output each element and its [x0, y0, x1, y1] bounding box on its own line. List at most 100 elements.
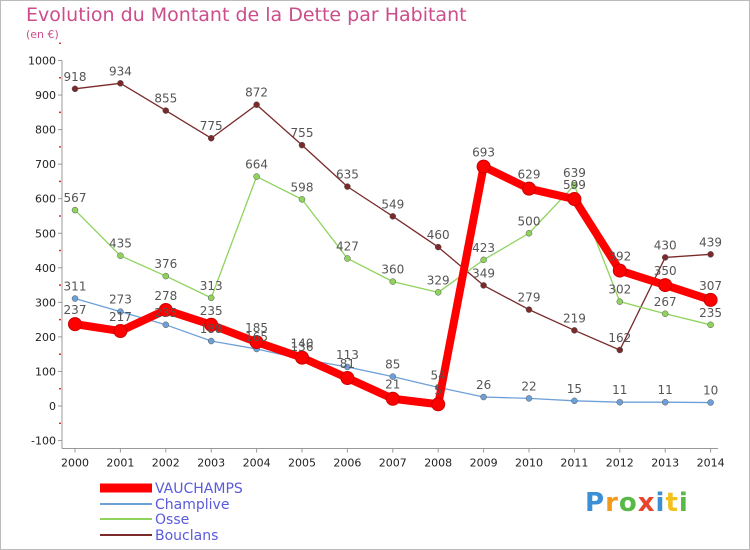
data-label: 639: [563, 166, 586, 180]
data-point: [385, 391, 400, 406]
y-minor-tick: [59, 145, 61, 148]
data-label: 11: [612, 383, 627, 397]
data-point: [571, 397, 578, 405]
data-label: 423: [472, 241, 495, 255]
data-label: 26: [476, 378, 491, 392]
data-label: 273: [109, 293, 132, 307]
data-point: [525, 230, 533, 237]
data-point: [207, 294, 215, 302]
data-point: [525, 306, 533, 313]
y-tick-label: 900: [35, 89, 56, 102]
x-tick-label: 2010: [515, 457, 543, 470]
data-point: [707, 399, 714, 406]
data-label: 872: [245, 86, 268, 100]
data-point: [207, 337, 215, 345]
data-point: [525, 395, 533, 402]
y-tick-label: 100: [35, 365, 56, 378]
data-point: [571, 327, 578, 334]
data-point: [389, 278, 397, 285]
y-tick-label: 800: [35, 124, 56, 137]
data-point: [434, 289, 442, 296]
data-point: [158, 302, 173, 317]
data-point: [117, 308, 124, 315]
data-point: [162, 107, 170, 114]
data-label: 549: [381, 197, 404, 211]
data-label: 162: [608, 331, 631, 345]
data-point: [431, 397, 446, 412]
chart-unit: (en €): [26, 28, 59, 41]
y-minor-tick: [59, 353, 61, 356]
data-point: [616, 298, 624, 305]
y-minor-tick: [59, 422, 61, 425]
data-label: 392: [608, 250, 631, 264]
data-point: [703, 292, 718, 307]
data-point: [567, 192, 582, 207]
data-label: 185: [245, 321, 268, 335]
data-label: 279: [518, 291, 541, 305]
data-point: [344, 183, 351, 190]
data-point: [249, 335, 264, 350]
data-point: [661, 310, 669, 318]
data-labels: 237 217 278 235 185 140 81 21 5 693 629 599 392 350 30…: [64, 64, 723, 397]
x-tick-label: 2008: [424, 457, 452, 470]
data-label: 22: [521, 379, 536, 393]
data-label: 460: [427, 228, 450, 242]
legend-label-bouclans: Bouclans: [155, 528, 218, 544]
y-tick-label: 500: [35, 227, 56, 240]
data-point: [253, 173, 260, 180]
data-point: [340, 371, 355, 386]
x-tick-label: 2001: [106, 457, 134, 470]
proxiti-logo: Proxiti: [585, 488, 689, 518]
data-label: 430: [654, 238, 677, 252]
data-point: [68, 317, 82, 332]
data-point: [612, 263, 627, 278]
x-tick-label: 2006: [333, 457, 361, 470]
data-point: [71, 85, 79, 93]
data-point: [661, 398, 669, 406]
data-point: [434, 243, 442, 251]
data-point: [658, 278, 673, 293]
y-tick-label: 600: [35, 193, 56, 206]
data-point: [162, 321, 170, 329]
data-label: 54: [431, 368, 446, 382]
data-point: [707, 251, 714, 258]
y-minor-tick: [59, 318, 61, 321]
x-tick-label: 2014: [697, 457, 725, 470]
data-label: 435: [109, 237, 132, 251]
data-label: 693: [472, 146, 495, 160]
data-label: 599: [563, 178, 586, 192]
data-point: [476, 159, 491, 174]
x-tick-label: 2000: [61, 457, 89, 470]
y-tick-label: -100: [31, 435, 56, 448]
data-label: 775: [200, 119, 223, 133]
data-point: [204, 317, 219, 332]
data-point: [71, 206, 79, 214]
data-point: [207, 134, 215, 142]
data-label: 635: [336, 168, 359, 182]
data-label: 237: [64, 303, 87, 317]
data-label: 5: [434, 383, 442, 397]
data-label: 311: [64, 280, 87, 294]
y-tick-label: 1000: [28, 55, 56, 68]
y-minor-tick: [59, 42, 61, 45]
data-point: [298, 141, 306, 149]
data-point: [295, 350, 309, 365]
data-label: 567: [64, 191, 87, 205]
y-minor-tick: [59, 284, 61, 286]
chart-title: Evolution du Montant de la Dette par Hab…: [26, 4, 467, 26]
data-label: 439: [699, 235, 722, 249]
data-label: 85: [385, 358, 400, 372]
data-label: 302: [608, 283, 631, 297]
data-point: [162, 272, 170, 280]
data-point: [522, 181, 536, 196]
data-label: 219: [563, 311, 586, 325]
data-label: 360: [381, 263, 404, 277]
data-label: 165: [245, 330, 268, 344]
x-tick-label: 2005: [288, 457, 316, 470]
x-tick-label: 2004: [243, 457, 271, 470]
x-tick-label: 2009: [470, 457, 498, 470]
y-minor-tick: [59, 76, 61, 79]
data-label: 376: [154, 257, 177, 271]
